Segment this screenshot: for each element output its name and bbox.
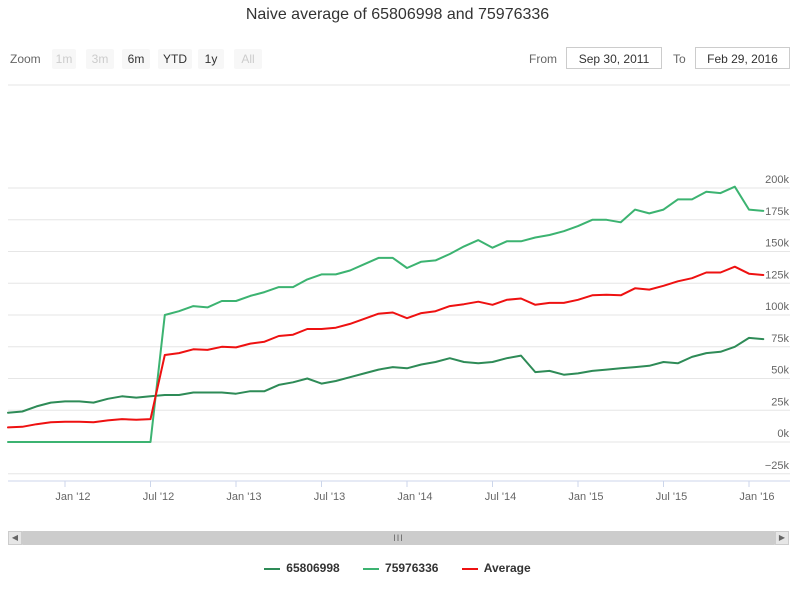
grid-lines bbox=[8, 84, 790, 475]
zoom-ytd-button[interactable]: YTD bbox=[158, 49, 192, 69]
y-tick-label: 150k bbox=[765, 238, 789, 250]
y-tick-label: 25k bbox=[771, 396, 789, 408]
scrollbar-thumb[interactable]: III bbox=[22, 531, 775, 545]
legend: 65806998 75976336 Average bbox=[0, 561, 795, 575]
x-tick-label: Jul '13 bbox=[314, 491, 345, 503]
legend-label: Average bbox=[483, 561, 531, 575]
legend-item-65806998[interactable]: 65806998 bbox=[264, 561, 340, 575]
x-tick-label: Jul '15 bbox=[656, 491, 687, 503]
line-chart: Jan '12 Jul '12 Jan '13 Jul '13 Jan '14 Jul '… bbox=[7, 84, 790, 503]
y-tick-label: 50k bbox=[771, 365, 789, 377]
zoom-6m-button[interactable]: 6m bbox=[122, 49, 150, 69]
zoom-1m-button[interactable]: 1m bbox=[52, 49, 76, 69]
x-axis: Jan '12 Jul '12 Jan '13 Jul '13 Jan '14 Jul '… bbox=[8, 480, 790, 503]
navigator-scrollbar[interactable]: ◀ III ▶ bbox=[8, 531, 789, 545]
y-tick-label: 100k bbox=[765, 301, 789, 313]
chart-title: Naive average of 65806998 and 75976336 bbox=[245, 6, 550, 23]
series-line-75976336[interactable] bbox=[7, 185, 765, 443]
x-tick-label: Jan '13 bbox=[226, 491, 261, 503]
x-tick-label: Jul '14 bbox=[485, 491, 516, 503]
x-tick-label: Jan '16 bbox=[739, 491, 774, 503]
legend-line-icon bbox=[363, 567, 380, 570]
zoom-all-button[interactable]: All bbox=[234, 49, 262, 69]
zoom-3m-button[interactable]: 3m bbox=[86, 49, 114, 69]
series-lines bbox=[7, 185, 765, 443]
y-axis-labels: −25k 0k 25k 50k 75k 100k 125k 150k 175k 200k bbox=[765, 174, 790, 472]
range-from-label: From bbox=[529, 52, 557, 66]
legend-line-icon bbox=[461, 567, 478, 570]
series-line-65806998[interactable] bbox=[7, 336, 765, 414]
legend-line-icon bbox=[264, 567, 281, 570]
x-tick-label: Jul '12 bbox=[143, 491, 174, 503]
range-from-input[interactable]: Sep 30, 2011 bbox=[566, 47, 662, 69]
legend-label: 75976336 bbox=[385, 561, 439, 575]
scroll-left-arrow-icon[interactable]: ◀ bbox=[8, 531, 22, 545]
x-tick-label: Jan '15 bbox=[568, 491, 603, 503]
y-tick-label: 125k bbox=[765, 269, 789, 281]
y-tick-label: 175k bbox=[765, 206, 789, 218]
y-tick-label: 0k bbox=[777, 428, 789, 440]
legend-item-average[interactable]: Average bbox=[461, 561, 531, 575]
zoom-1y-button[interactable]: 1y bbox=[198, 49, 224, 69]
x-tick-label: Jan '12 bbox=[55, 491, 90, 503]
range-to-label: To bbox=[673, 52, 686, 66]
y-tick-label: −25k bbox=[765, 460, 790, 472]
range-to-input[interactable]: Feb 29, 2016 bbox=[695, 47, 790, 69]
x-tick-label: Jan '14 bbox=[397, 491, 432, 503]
legend-label: 65806998 bbox=[286, 561, 340, 575]
y-tick-label: 75k bbox=[771, 333, 789, 345]
y-tick-label: 200k bbox=[765, 174, 789, 186]
scroll-right-arrow-icon[interactable]: ▶ bbox=[775, 531, 789, 545]
zoom-label: Zoom bbox=[10, 52, 41, 66]
series-line-average[interactable] bbox=[7, 265, 765, 429]
legend-item-75976336[interactable]: 75976336 bbox=[363, 561, 438, 575]
